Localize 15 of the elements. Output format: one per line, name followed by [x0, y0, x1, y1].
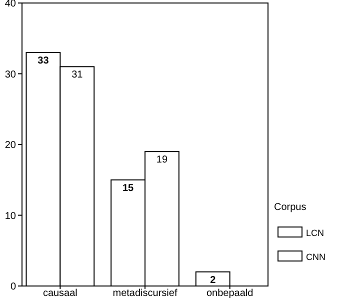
legend-title: Corpus — [274, 202, 306, 213]
y-tick-label: 20 — [4, 140, 16, 151]
legend-label: CNN — [306, 252, 326, 262]
data-label: 31 — [72, 70, 84, 81]
data-label: 15 — [122, 182, 134, 194]
data-label: 2 — [210, 274, 216, 286]
data-label: 33 — [38, 56, 50, 67]
data-label: 19 — [156, 154, 168, 166]
x-tick-label: causaal — [42, 288, 78, 298]
y-tick-label: 30 — [4, 69, 16, 80]
y-tick-label: 0 — [10, 282, 16, 292]
x-tick-label: metadiscursief — [112, 288, 178, 298]
legend-label: LCN — [306, 228, 324, 238]
x-tick-label: onbepaald — [206, 288, 254, 298]
y-tick-label: 10 — [4, 210, 16, 222]
